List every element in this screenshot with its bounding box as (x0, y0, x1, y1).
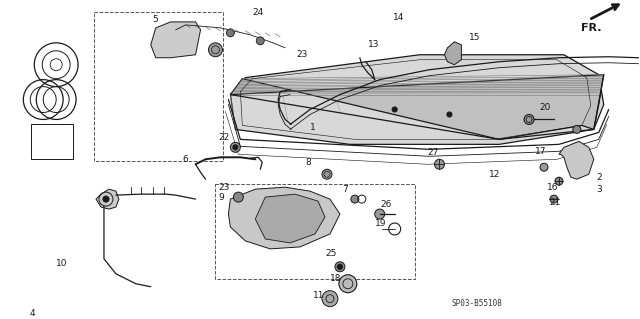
Circle shape (375, 209, 385, 219)
Text: 17: 17 (535, 147, 547, 156)
Text: 2: 2 (596, 173, 602, 182)
Circle shape (524, 115, 534, 124)
Text: 27: 27 (428, 148, 439, 157)
Text: 5: 5 (153, 15, 159, 25)
Text: 18: 18 (330, 274, 342, 283)
Text: SP03-B55108: SP03-B55108 (451, 299, 502, 308)
Text: 15: 15 (469, 33, 481, 42)
Circle shape (171, 35, 180, 45)
Circle shape (256, 37, 264, 45)
Circle shape (234, 192, 243, 202)
Polygon shape (151, 22, 200, 58)
Text: 14: 14 (393, 13, 404, 22)
Circle shape (160, 24, 191, 56)
Polygon shape (230, 55, 604, 145)
Polygon shape (444, 42, 461, 65)
Circle shape (392, 107, 397, 112)
Text: 19: 19 (375, 219, 387, 228)
Circle shape (555, 177, 563, 185)
Circle shape (351, 195, 359, 203)
Text: 11: 11 (313, 291, 324, 300)
Circle shape (339, 275, 357, 293)
Text: 1: 1 (310, 123, 316, 132)
Text: 13: 13 (368, 40, 380, 49)
Text: 25: 25 (325, 249, 337, 258)
Text: 3: 3 (596, 185, 602, 194)
Circle shape (435, 159, 444, 169)
Circle shape (209, 43, 223, 57)
Text: 9: 9 (218, 193, 224, 202)
Text: 26: 26 (381, 200, 392, 209)
Text: 6: 6 (182, 155, 188, 164)
Polygon shape (230, 75, 604, 139)
Text: 10: 10 (56, 259, 68, 268)
Polygon shape (228, 187, 340, 249)
Text: 23: 23 (296, 50, 307, 59)
Circle shape (227, 29, 234, 37)
Circle shape (573, 125, 581, 133)
Text: 16: 16 (547, 183, 559, 192)
Circle shape (322, 169, 332, 179)
Text: FR.: FR. (581, 23, 602, 33)
Circle shape (230, 142, 241, 152)
Circle shape (335, 262, 345, 272)
Bar (216, 184, 415, 279)
Text: 23: 23 (218, 183, 230, 192)
Bar (31, 124, 73, 159)
Circle shape (322, 291, 338, 307)
Circle shape (540, 163, 548, 171)
Circle shape (233, 145, 238, 150)
Text: 8: 8 (305, 158, 311, 167)
Text: 12: 12 (489, 170, 500, 179)
Text: 4: 4 (29, 309, 35, 318)
Circle shape (337, 264, 342, 269)
Text: 21: 21 (549, 197, 561, 207)
Circle shape (103, 196, 109, 202)
Text: 7: 7 (342, 185, 348, 194)
Polygon shape (96, 189, 119, 209)
Text: 20: 20 (539, 103, 550, 112)
Polygon shape (559, 141, 594, 179)
Text: 22: 22 (218, 133, 230, 142)
Circle shape (550, 195, 558, 203)
Text: 24: 24 (252, 8, 264, 18)
Bar (94, 12, 223, 161)
Circle shape (447, 112, 452, 117)
Polygon shape (255, 194, 325, 243)
